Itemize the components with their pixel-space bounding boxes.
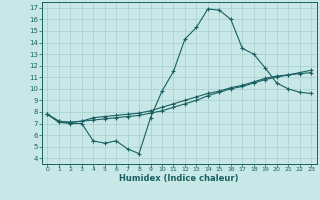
X-axis label: Humidex (Indice chaleur): Humidex (Indice chaleur)	[119, 174, 239, 183]
